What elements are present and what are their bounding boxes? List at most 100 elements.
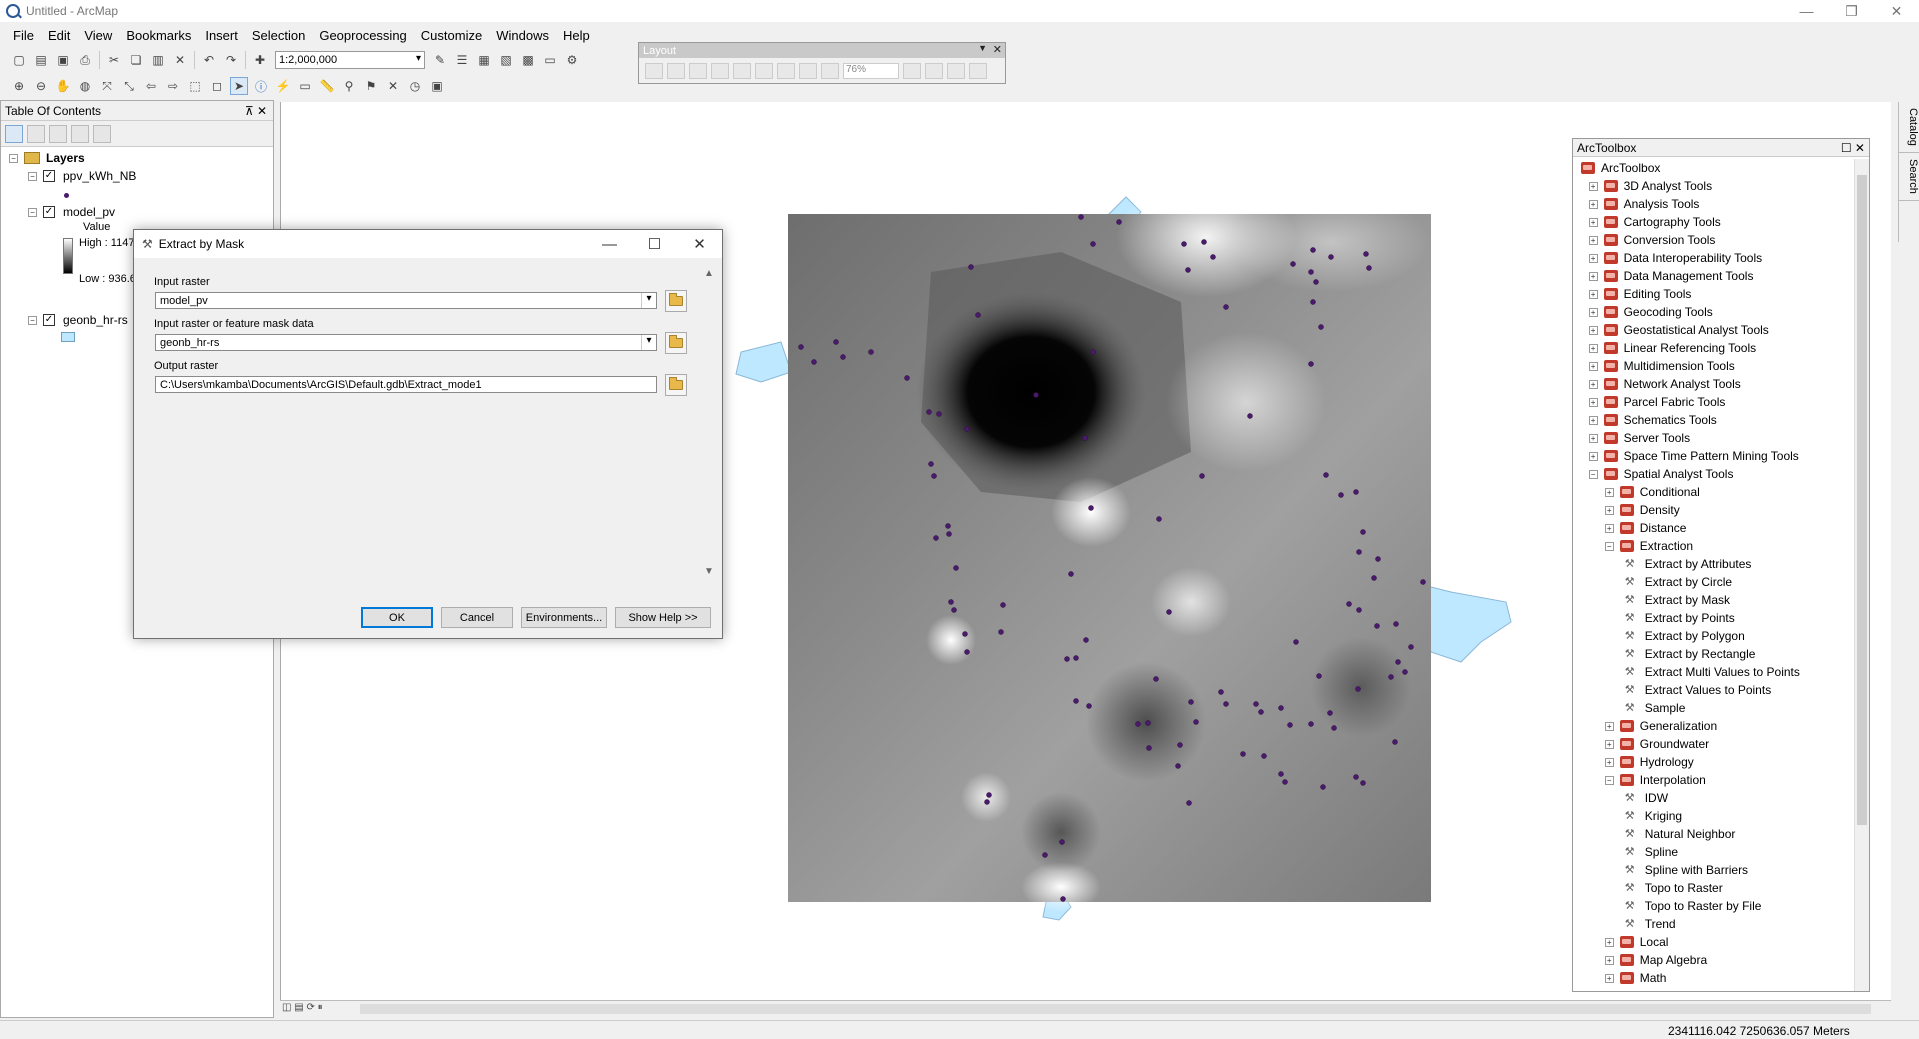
tool-item[interactable]: ⚒ Extract by Circle	[1625, 575, 1732, 589]
toolset-item[interactable]: + Data Management Tools	[1588, 269, 1753, 283]
maximize-button[interactable]: ❐	[1845, 2, 1858, 19]
show-help-button[interactable]: Show Help >>	[615, 607, 711, 628]
layout-zoom-out-icon[interactable]	[667, 62, 685, 79]
copy-icon[interactable]: ❏	[130, 53, 142, 67]
toolset-item[interactable]: + Map Algebra	[1604, 953, 1707, 967]
forward-extent-icon[interactable]: ⇨	[167, 79, 179, 93]
expand-icon[interactable]: +	[1588, 253, 1598, 263]
toolset-item[interactable]: + Editing Tools	[1588, 287, 1691, 301]
expand-icon[interactable]: +	[1588, 415, 1598, 425]
toolset-item[interactable]: + Schematics Tools	[1588, 413, 1717, 427]
output-browse-button[interactable]	[665, 374, 687, 396]
create-viewer-icon[interactable]: ▣	[431, 79, 443, 93]
toolset-item[interactable]: + Distance	[1604, 521, 1686, 535]
catalog-tab[interactable]: Catalog	[1899, 102, 1919, 153]
toolset-item[interactable]: + Network Analyst Tools	[1588, 377, 1741, 391]
collapse-icon[interactable]: −	[1604, 541, 1614, 551]
expand-icon[interactable]: +	[1604, 739, 1614, 749]
delete-icon[interactable]: ✕	[174, 53, 186, 67]
menu-windows[interactable]: Windows	[496, 27, 549, 43]
list-by-drawing-order-icon[interactable]	[5, 124, 23, 143]
layout-pan-icon[interactable]	[689, 62, 707, 79]
open-icon[interactable]: ▤	[35, 53, 47, 67]
tool-item[interactable]: ⚒ IDW	[1625, 791, 1668, 805]
tool-item[interactable]: ⚒ Extract by Points	[1625, 611, 1735, 625]
toolset-item[interactable]: + Analysis Tools	[1588, 197, 1699, 211]
identify-icon[interactable]: ⓘ	[254, 79, 267, 94]
arctoolbox-icon[interactable]: ▩	[522, 53, 534, 67]
search-tab[interactable]: Search	[1899, 153, 1919, 201]
list-by-visibility-icon[interactable]	[49, 124, 67, 143]
expand-icon[interactable]: +	[1588, 289, 1598, 299]
measure-icon[interactable]: 📏	[319, 79, 335, 93]
expand-icon[interactable]: +	[1588, 433, 1598, 443]
tool-item[interactable]: ⚒ Topo to Raster by File	[1625, 899, 1762, 913]
tool-item[interactable]: ⚒ Kriging	[1625, 809, 1682, 823]
toolset-item[interactable]: +3D Analyst Tools	[1588, 179, 1712, 193]
layout-zoom-in-icon[interactable]	[645, 62, 663, 79]
paste-icon[interactable]: ▥	[152, 53, 164, 67]
dialog-minimize-button[interactable]: —	[602, 235, 617, 253]
collapse-icon[interactable]: −	[28, 171, 37, 181]
menu-view[interactable]: View	[84, 27, 113, 43]
layout-data-driven-pages-icon[interactable]	[969, 62, 987, 79]
toc-options-icon[interactable]	[93, 124, 111, 143]
cancel-button[interactable]: Cancel	[441, 607, 513, 628]
html-popup-icon[interactable]: ▭	[299, 79, 311, 93]
fixed-zoom-in-icon[interactable]: ⤧	[102, 78, 112, 93]
toolset-item[interactable]: + Geostatistical Analyst Tools	[1588, 323, 1769, 337]
toolset-item[interactable]: + Local	[1604, 935, 1668, 949]
toolbox-root[interactable]: ArcToolbox	[1581, 161, 1660, 175]
toolset-item-extraction[interactable]: − Extraction	[1604, 539, 1693, 553]
editor-toolbar-icon[interactable]: ✎	[434, 53, 446, 67]
toolset-item[interactable]: + Cartography Tools	[1588, 215, 1721, 229]
expand-icon[interactable]: +	[1604, 955, 1614, 965]
select-features-icon[interactable]: ⬚	[189, 79, 201, 93]
menu-help[interactable]: Help	[562, 27, 590, 43]
environments-button[interactable]: Environments...	[521, 607, 607, 628]
tool-item[interactable]: ⚒ Spline	[1625, 845, 1678, 859]
expand-icon[interactable]: +	[1588, 325, 1598, 335]
redo-icon[interactable]: ↷	[225, 53, 237, 67]
input-raster-browse-button[interactable]	[665, 290, 687, 312]
expand-icon[interactable]: +	[1588, 235, 1598, 245]
expand-icon[interactable]: +	[1588, 199, 1598, 209]
toolset-item[interactable]: + Hydrology	[1604, 755, 1694, 769]
toolset-item[interactable]: + Server Tools	[1588, 431, 1690, 445]
zoom-out-icon[interactable]: ⊖	[35, 79, 47, 93]
input-raster-select[interactable]: model_pv	[155, 292, 657, 309]
close-button[interactable]: ✕	[1890, 2, 1903, 19]
undo-icon[interactable]: ↶	[203, 53, 215, 67]
menu-customize[interactable]: Customize	[420, 27, 483, 43]
collapse-icon[interactable]: −	[28, 315, 37, 325]
catalog-window-icon[interactable]: ▦	[478, 53, 490, 67]
hyperlink-icon[interactable]: ⚡	[275, 79, 291, 93]
layout-zoom-select[interactable]: 76%	[843, 62, 899, 79]
clear-selection-icon[interactable]: ◻	[212, 79, 222, 93]
toolset-item[interactable]: + Density	[1604, 503, 1680, 517]
collapse-icon[interactable]: −	[1604, 775, 1614, 785]
expand-icon[interactable]: +	[1604, 505, 1614, 515]
collapse-icon[interactable]: −	[28, 207, 37, 217]
print-icon[interactable]: ⎙	[80, 52, 90, 67]
toc-layer-model-pv[interactable]: − ✓ model_pv	[28, 205, 115, 219]
tool-item[interactable]: ⚒ Sample	[1625, 701, 1686, 715]
toolset-item[interactable]: + Parcel Fabric Tools	[1588, 395, 1725, 409]
ok-button[interactable]: OK	[361, 607, 433, 628]
list-by-selection-icon[interactable]	[71, 124, 89, 143]
expand-icon[interactable]: +	[1588, 451, 1598, 461]
toolset-item[interactable]: + Multidimension Tools	[1588, 359, 1735, 373]
mask-browse-button[interactable]	[665, 332, 687, 354]
expand-icon[interactable]: +	[1604, 523, 1614, 533]
toc-pin-close-icon[interactable]: ⊼ ✕	[244, 103, 267, 118]
toolset-item[interactable]: + Conditional	[1604, 485, 1700, 499]
new-document-icon[interactable]: ▢	[13, 53, 25, 67]
minimize-button[interactable]: —	[1799, 3, 1814, 19]
layer-visibility-checkbox[interactable]: ✓	[43, 314, 55, 326]
layout-fixed-zoom-in-icon[interactable]	[755, 62, 773, 79]
layout-toggle-draft-icon[interactable]	[903, 62, 921, 79]
expand-icon[interactable]: +	[1588, 307, 1598, 317]
tool-item[interactable]: ⚒ Spline with Barriers	[1625, 863, 1748, 877]
expand-icon[interactable]: +	[1588, 361, 1598, 371]
save-icon[interactable]: ▣	[57, 53, 69, 67]
